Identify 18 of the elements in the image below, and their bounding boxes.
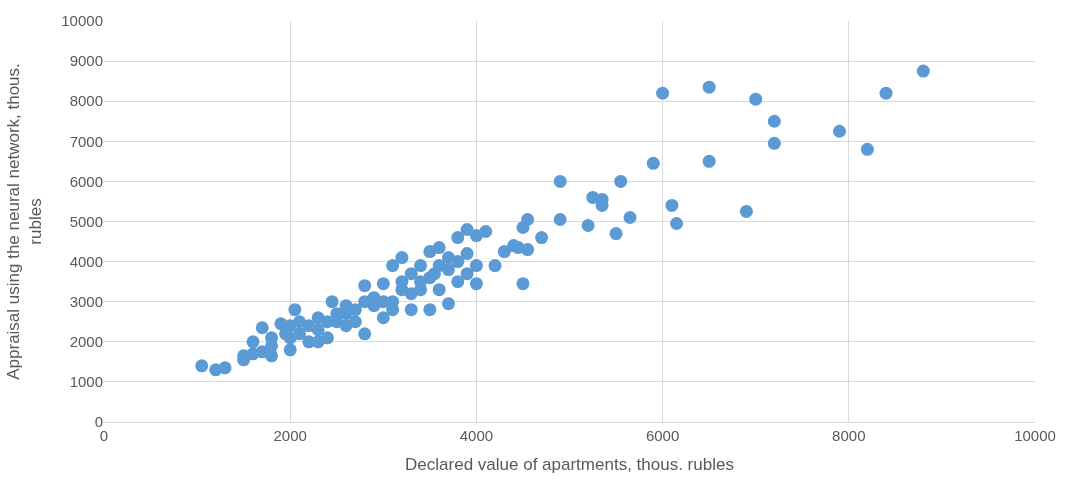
y-tick-label: 5000 (69, 212, 103, 230)
y-tick-label: 3000 (69, 292, 103, 310)
y-tick-label: 1000 (69, 373, 103, 391)
x-tick-label: 8000 (832, 427, 866, 444)
x-tick-label: 4000 (459, 427, 494, 444)
y-tick-label: 4000 (69, 252, 103, 270)
x-tick-label: 6000 (645, 427, 680, 444)
y-tick-label: 10000 (61, 12, 103, 30)
x-axis-title: Declared value of apartments, thous. rubles (405, 455, 734, 475)
x-tick-label: 10000 (1014, 427, 1056, 444)
y-axis-title: Appraisal using the neural network, thous. rubles (3, 63, 45, 380)
y-tick-label: 9000 (69, 52, 103, 70)
y-tick-label: 0 (94, 413, 103, 431)
y-tick-label: 8000 (69, 92, 103, 110)
y-tick-label: 2000 (69, 333, 103, 351)
x-tick-label: 2000 (273, 427, 307, 444)
y-tick-label: 6000 (69, 172, 103, 190)
y-tick-label: 7000 (69, 132, 103, 150)
